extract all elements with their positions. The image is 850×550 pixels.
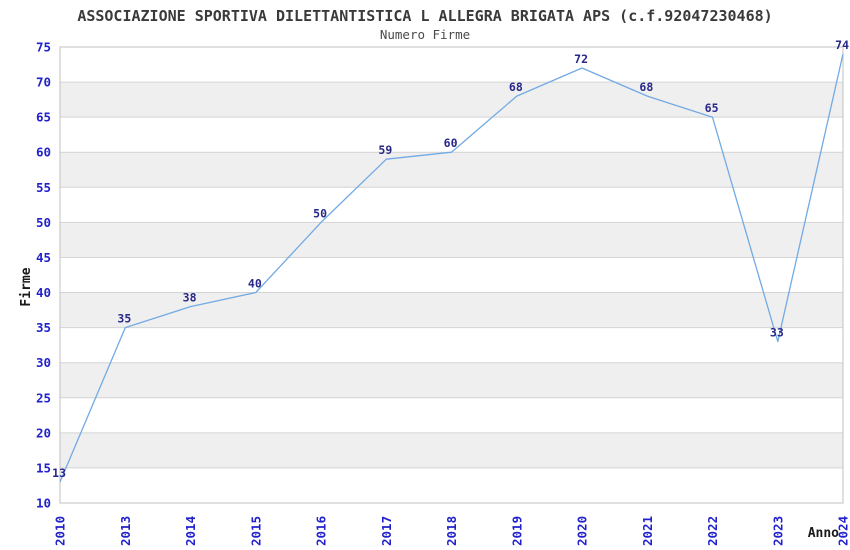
x-tick-label: 2020 — [575, 516, 590, 546]
y-tick-label: 70 — [36, 75, 51, 90]
x-tick-label: 2015 — [248, 516, 263, 546]
plot-band — [60, 82, 843, 118]
y-tick-label: 60 — [36, 145, 51, 160]
y-tick-label: 65 — [36, 110, 51, 125]
data-point-label: 68 — [509, 80, 523, 94]
chart-title: ASSOCIAZIONE SPORTIVA DILETTANTISTICA L … — [77, 7, 773, 25]
data-point-label: 68 — [639, 80, 653, 94]
x-tick-label: 2017 — [379, 516, 394, 546]
plot-band — [60, 292, 843, 328]
chart-subtitle: Numero Firme — [379, 27, 471, 42]
data-point-label: 50 — [313, 206, 327, 220]
x-tick-label: 2022 — [705, 516, 720, 546]
x-axis-title: Anno — [808, 526, 839, 541]
plot-band — [60, 432, 843, 468]
y-tick-label: 25 — [36, 390, 51, 405]
data-point-label: 72 — [574, 52, 588, 66]
y-tick-label: 75 — [36, 40, 51, 55]
data-point-label: 59 — [378, 143, 392, 157]
data-point-label: 40 — [248, 277, 262, 291]
y-axis-title: Firme — [19, 267, 34, 306]
y-tick-label: 10 — [36, 496, 51, 511]
x-tick-label: 2021 — [640, 516, 655, 546]
plot-band — [60, 362, 843, 398]
x-tick-label: 2010 — [53, 516, 68, 546]
data-point-label: 13 — [52, 466, 66, 480]
data-line — [59, 53, 844, 483]
x-tick-label: 2018 — [444, 516, 459, 546]
plot-frame — [59, 46, 844, 504]
plot-band — [60, 152, 843, 188]
x-tick-label: 2023 — [770, 516, 785, 546]
y-tick-label: 55 — [36, 180, 51, 195]
plot-band — [60, 222, 843, 258]
y-tick-label: 20 — [36, 425, 51, 440]
x-tick-label: 2024 — [836, 516, 850, 546]
y-tick-label: 50 — [36, 215, 51, 230]
data-point-label: 60 — [444, 136, 458, 150]
x-tick-label: 2013 — [118, 516, 133, 546]
data-point-label: 33 — [770, 326, 784, 340]
y-tick-label: 40 — [36, 285, 51, 300]
y-tick-label: 35 — [36, 320, 51, 335]
data-point-label: 35 — [117, 312, 131, 326]
y-tick-label: 15 — [36, 460, 51, 475]
y-tick-label: 45 — [36, 250, 51, 265]
data-point-label: 38 — [183, 291, 197, 305]
x-tick-label: 2016 — [314, 516, 329, 546]
x-tick-label: 2014 — [183, 516, 198, 546]
data-point-label: 74 — [835, 38, 849, 52]
data-point-label: 65 — [705, 101, 719, 115]
y-tick-label: 30 — [36, 355, 51, 370]
x-tick-label: 2019 — [509, 516, 524, 546]
